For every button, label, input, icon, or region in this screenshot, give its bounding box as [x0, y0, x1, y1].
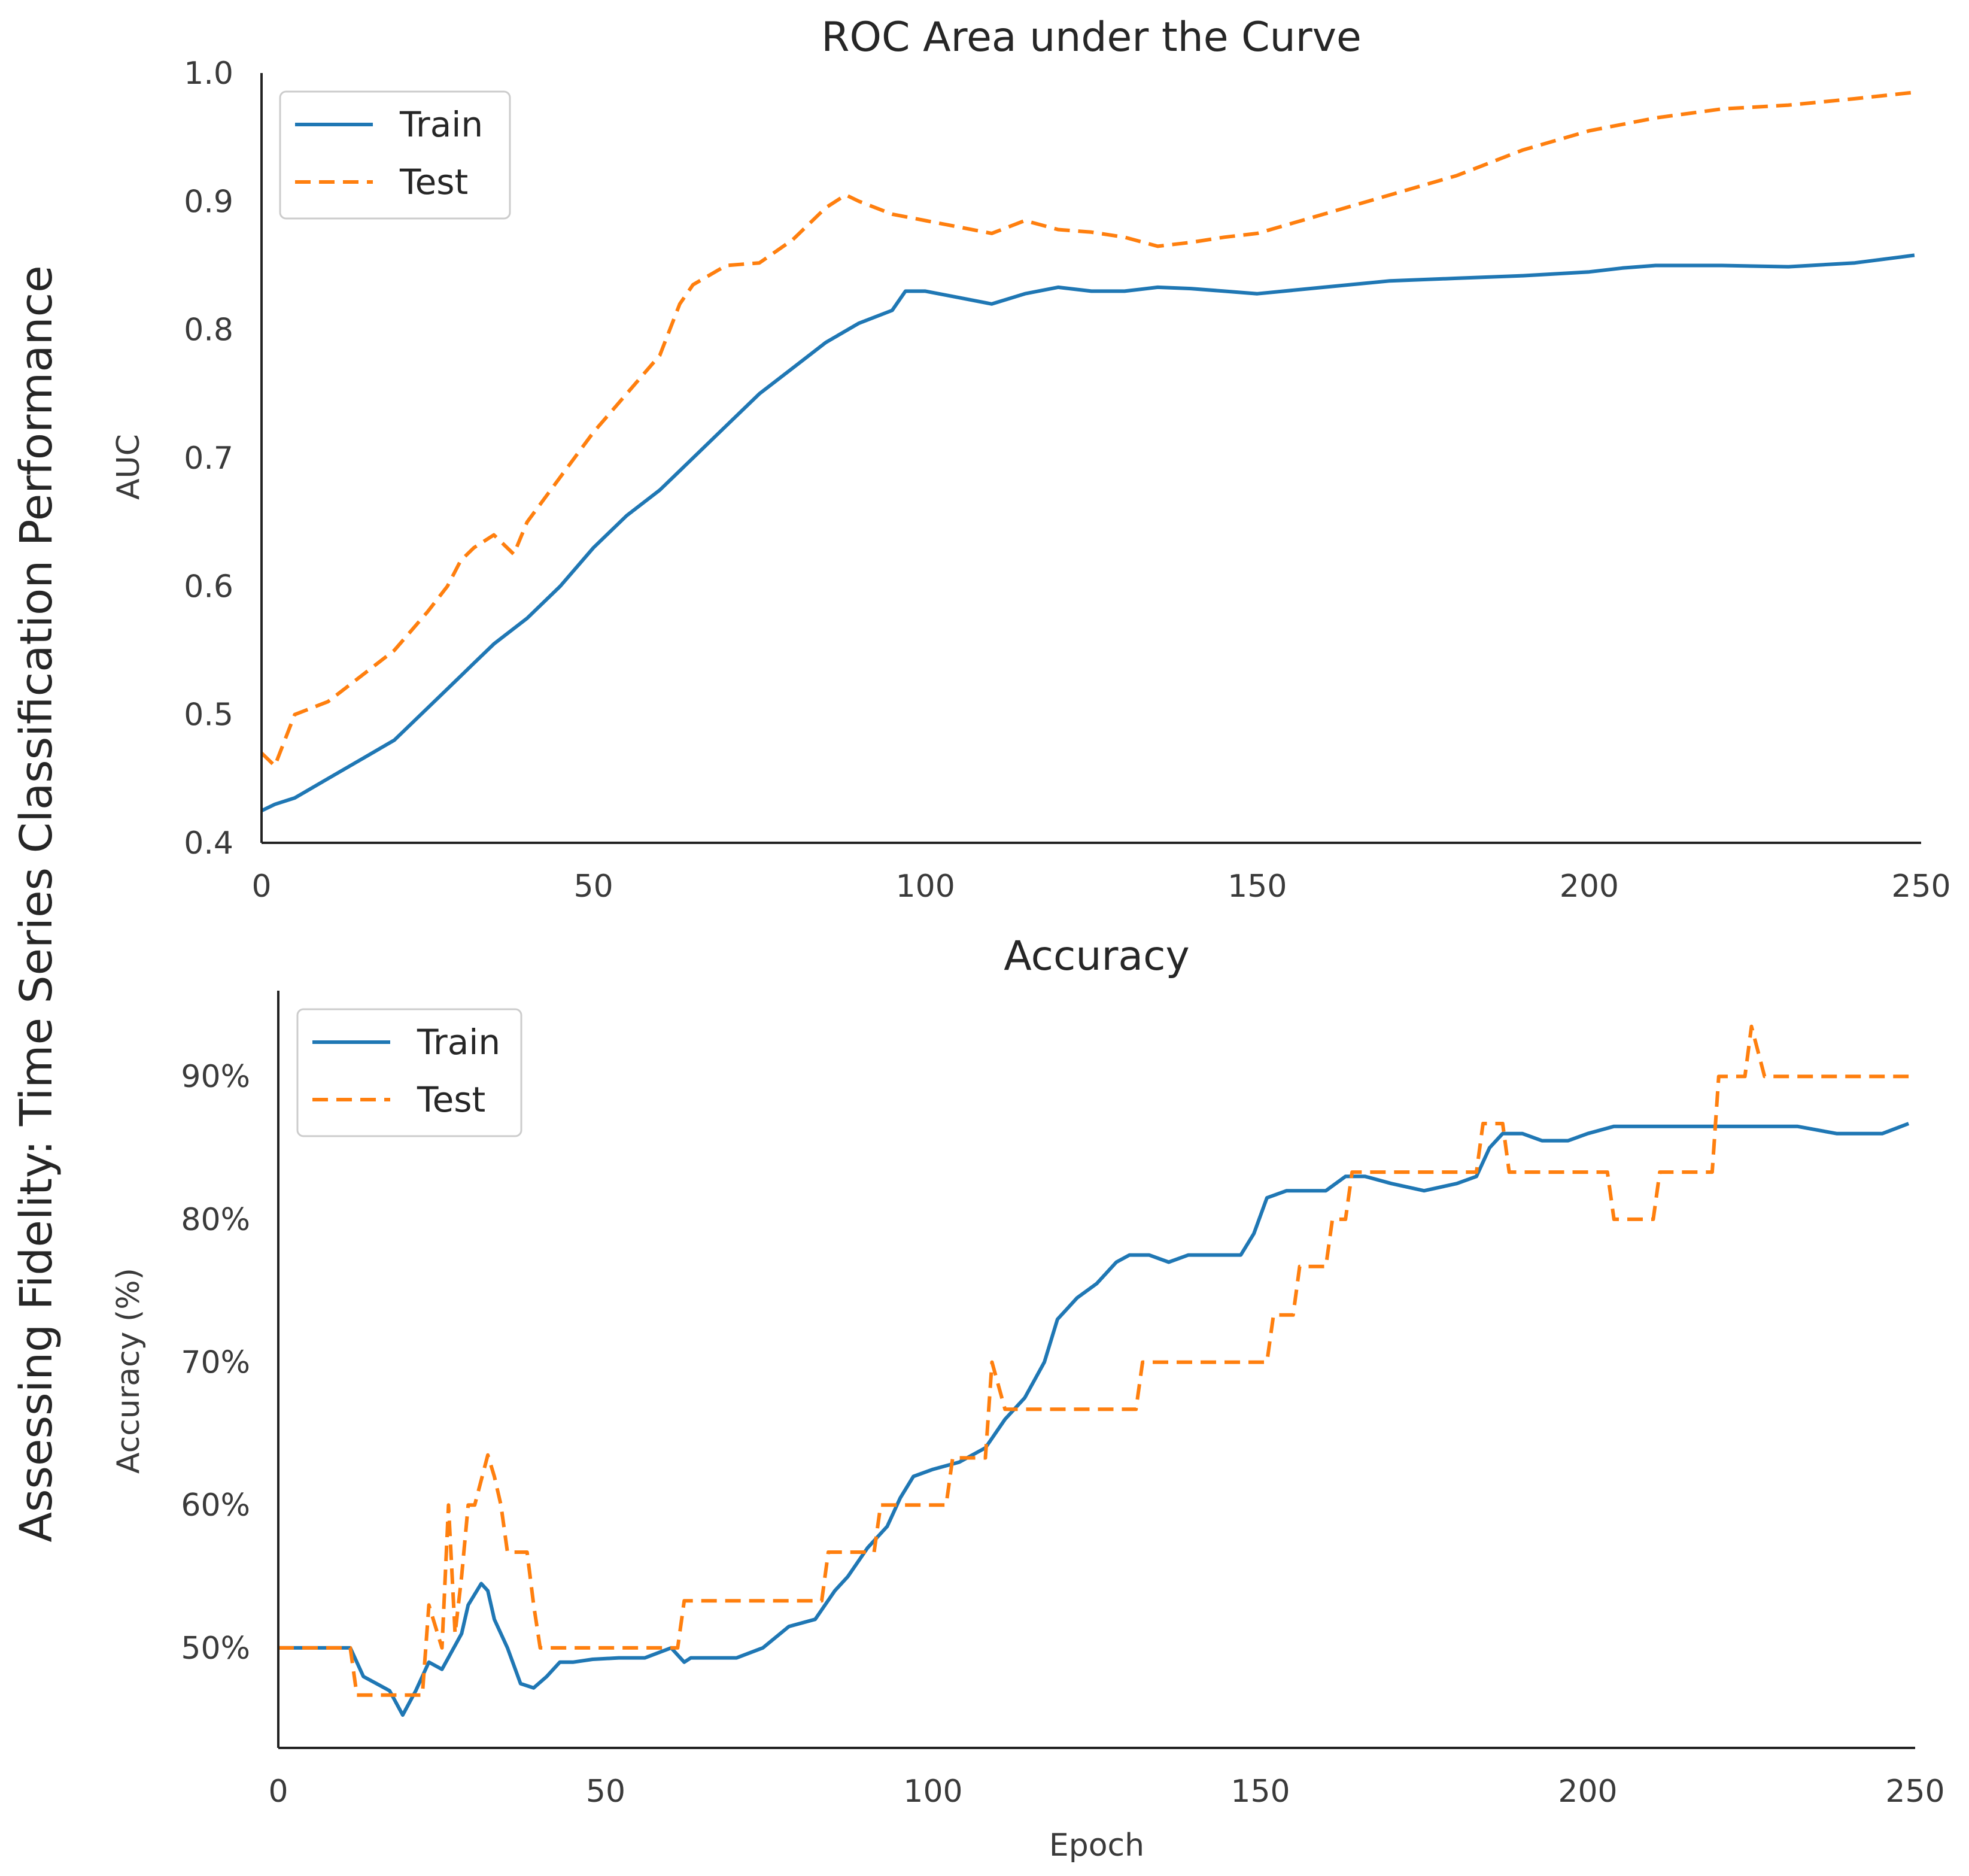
y-tick-label: 0.7: [184, 441, 233, 476]
x-tick-label: 100: [903, 1774, 962, 1810]
auc-chart: ROC Area under the Curve 0.4 0.5 0.6 0.7 0.8 0…: [111, 14, 1951, 904]
figure-suptitle: Assessing Fidelity: Time Series Classifi…: [11, 265, 62, 1542]
test-legend-label: Test: [417, 1079, 485, 1120]
y-tick-label: 80%: [181, 1202, 250, 1238]
train-series-line: [260, 253, 1915, 813]
x-tick-label: 50: [586, 1774, 625, 1810]
train-legend-label: Train: [417, 1022, 500, 1063]
x-tick-label: 150: [1230, 1774, 1290, 1810]
x-tick-label: 50: [574, 869, 613, 904]
y-tick-label: 0.5: [184, 697, 233, 733]
y-tick-label: 60%: [181, 1488, 250, 1523]
y-tick-label: 70%: [181, 1345, 250, 1381]
chart-title: ROC Area under the Curve: [821, 14, 1362, 61]
y-tick-label: 0.6: [184, 569, 233, 605]
y-axis-label: Accuracy (%): [111, 1268, 147, 1474]
y-tick-label: 0.8: [184, 312, 233, 348]
y-tick-label: 90%: [181, 1059, 250, 1095]
train-series-line: [278, 1122, 1910, 1717]
x-tick-label: 250: [1885, 1774, 1944, 1810]
x-tick-label: 200: [1558, 1774, 1617, 1810]
x-tick-label: 100: [896, 869, 955, 904]
train-legend-label: Train: [399, 104, 483, 145]
x-tick-label: 200: [1560, 869, 1619, 904]
y-tick-label: 1.0: [184, 56, 233, 92]
x-tick-label: 0: [251, 869, 271, 904]
x-tick-label: 150: [1227, 869, 1287, 904]
x-tick-label: 250: [1891, 869, 1950, 904]
x-axis-label: Epoch: [1049, 1828, 1144, 1863]
chart-title: Accuracy: [1004, 933, 1189, 980]
test-legend-label: Test: [399, 162, 468, 202]
test-series-line: [278, 1024, 1909, 1697]
accuracy-chart: Accuracy 50% 60% 70% 80% 90% 0 50 100 150 200 250 Ac…: [111, 933, 1945, 1863]
y-tick-label: 0.9: [184, 184, 233, 220]
y-tick-label: 50%: [181, 1631, 250, 1666]
y-axis-label: AUC: [111, 434, 147, 500]
y-tick-label: 0.4: [184, 825, 233, 861]
x-tick-label: 0: [268, 1774, 288, 1810]
test-series-line: [260, 90, 1915, 768]
